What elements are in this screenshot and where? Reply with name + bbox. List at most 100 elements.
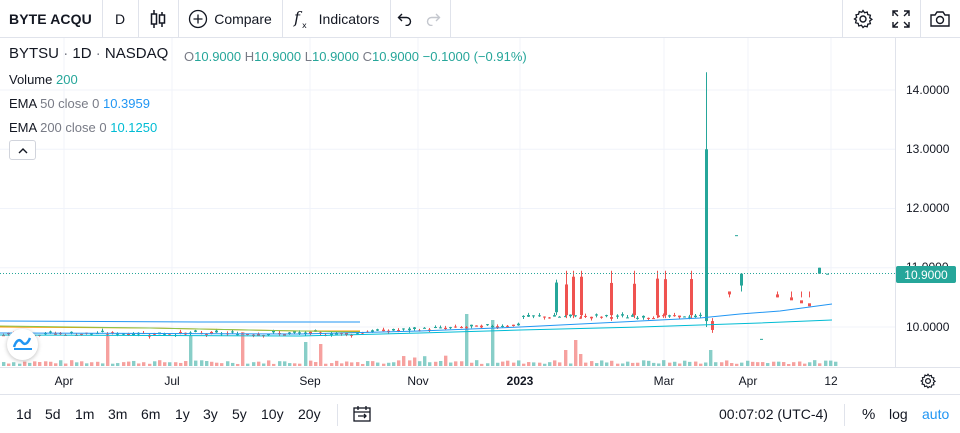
auto-toggle[interactable]: auto [922, 406, 950, 422]
volume-bar [80, 361, 84, 366]
volume-bar [678, 363, 682, 366]
range-5y[interactable]: 5y [232, 406, 247, 422]
candle-body [642, 315, 645, 318]
candle-body [656, 278, 659, 316]
volume-bar [491, 320, 495, 366]
candle-body [496, 326, 499, 328]
price-label: 14.0000 [906, 83, 950, 97]
volume-bar [18, 363, 22, 366]
candle-body [288, 332, 291, 334]
volume-bar [740, 362, 744, 366]
volume-bar [569, 363, 573, 366]
tradingview-logo[interactable] [7, 329, 38, 360]
volume-bar [564, 350, 568, 366]
time-label: Apr [54, 374, 74, 388]
candle-body [80, 333, 83, 335]
range-6m[interactable]: 6m [141, 406, 161, 422]
volume-bar [184, 361, 188, 366]
candle-body [800, 300, 803, 304]
time-label: Nov [407, 374, 429, 388]
candle-body [538, 315, 541, 317]
svg-text:x: x [302, 21, 307, 30]
volume-bar [252, 362, 256, 366]
volume-bar [512, 362, 516, 366]
candle-body [465, 327, 468, 329]
percent-toggle[interactable]: % [862, 406, 876, 423]
fullscreen-button[interactable] [884, 0, 918, 38]
candle-body [116, 333, 119, 335]
volume-bar [408, 360, 412, 366]
indicator-ema-50[interactable]: EMA 50 close 0 10.3959 [9, 96, 150, 111]
candle-body [631, 315, 634, 317]
compare-button[interactable]: Compare [178, 0, 282, 38]
volume-bar [122, 362, 126, 366]
range-1y[interactable]: 1y [175, 406, 190, 422]
range-1d[interactable]: 1d [16, 406, 32, 422]
time-label: 12 [824, 374, 838, 388]
volume-bar [366, 361, 370, 366]
volume-bar [70, 360, 74, 366]
redo-button[interactable] [420, 0, 446, 38]
price-chart[interactable] [0, 38, 960, 367]
range-5d[interactable]: 5d [45, 406, 61, 422]
candle-body [621, 314, 624, 316]
price-label: 10.0000 [906, 320, 950, 334]
axis-settings-button[interactable] [920, 373, 937, 394]
volume-bar [49, 361, 53, 366]
candle-body [491, 326, 494, 328]
candle-body [688, 316, 691, 318]
chart-legend: BYTSU · 1D · NASDAQ [9, 45, 169, 62]
divider [138, 0, 139, 38]
range-3y[interactable]: 3y [203, 406, 218, 422]
candle-body [293, 331, 296, 333]
volume-bar [210, 361, 214, 366]
range-3m[interactable]: 3m [108, 406, 128, 422]
clock[interactable]: 00:07:02 (UTC-4) [719, 406, 828, 422]
log-toggle[interactable]: log [889, 406, 908, 422]
collapse-legend-button[interactable] [9, 140, 36, 160]
candle-body [572, 276, 575, 316]
indicator-volume[interactable]: Volume 200 [9, 72, 78, 87]
indicator-ema-200[interactable]: EMA 200 close 0 10.1250 [9, 120, 157, 135]
volume-bar [241, 332, 245, 366]
interval-button[interactable]: D [114, 11, 126, 27]
candle-body [705, 149, 708, 322]
indicator-params: 200 close 0 [40, 120, 107, 135]
candle-body [54, 333, 57, 335]
candle-body [382, 329, 385, 332]
volume-bar [444, 355, 448, 366]
time-axis[interactable]: Apr Jul Sep Nov 2023 Mar Apr 12 [0, 367, 960, 394]
symbol-search-button[interactable]: BYTE ACQU [9, 11, 92, 27]
volume-bar [699, 363, 703, 366]
indicator-value: 200 [56, 72, 78, 87]
undo-button[interactable] [392, 0, 418, 38]
volume-bar [12, 362, 16, 366]
screenshot-button[interactable] [922, 0, 958, 38]
candle-body [428, 329, 431, 331]
ohlc-values: O10.9000 H10.9000 L10.9000 C10.9000 −0.1… [184, 49, 527, 64]
candle-body [673, 315, 676, 317]
volume-bar [330, 363, 334, 366]
indicator-value: 10.3959 [102, 96, 150, 111]
candle-body [470, 324, 473, 327]
settings-button[interactable] [846, 0, 880, 38]
volume-bar [470, 362, 474, 366]
range-10y[interactable]: 10y [261, 406, 284, 422]
range-20y[interactable]: 20y [298, 406, 321, 422]
volume-bar [506, 360, 510, 366]
candle-body [257, 334, 260, 336]
volume-bar [808, 362, 812, 366]
range-1m[interactable]: 1m [75, 406, 95, 422]
candle-body [205, 333, 208, 335]
candle-body [439, 327, 442, 329]
candle-body [657, 315, 660, 318]
date-range-button[interactable] [353, 406, 371, 427]
volume-bar [792, 362, 796, 366]
low-value: 10.9000 [312, 49, 359, 64]
legend-symbol[interactable]: BYTSU [9, 45, 60, 62]
bottom-toolbar: 1d 5d 1m 3m 6m 1y 3y 5y 10y 20y 00:07:02… [0, 394, 960, 433]
time-label: Sep [299, 374, 321, 388]
chart-style-button[interactable] [138, 0, 178, 38]
candle-body [413, 327, 416, 329]
